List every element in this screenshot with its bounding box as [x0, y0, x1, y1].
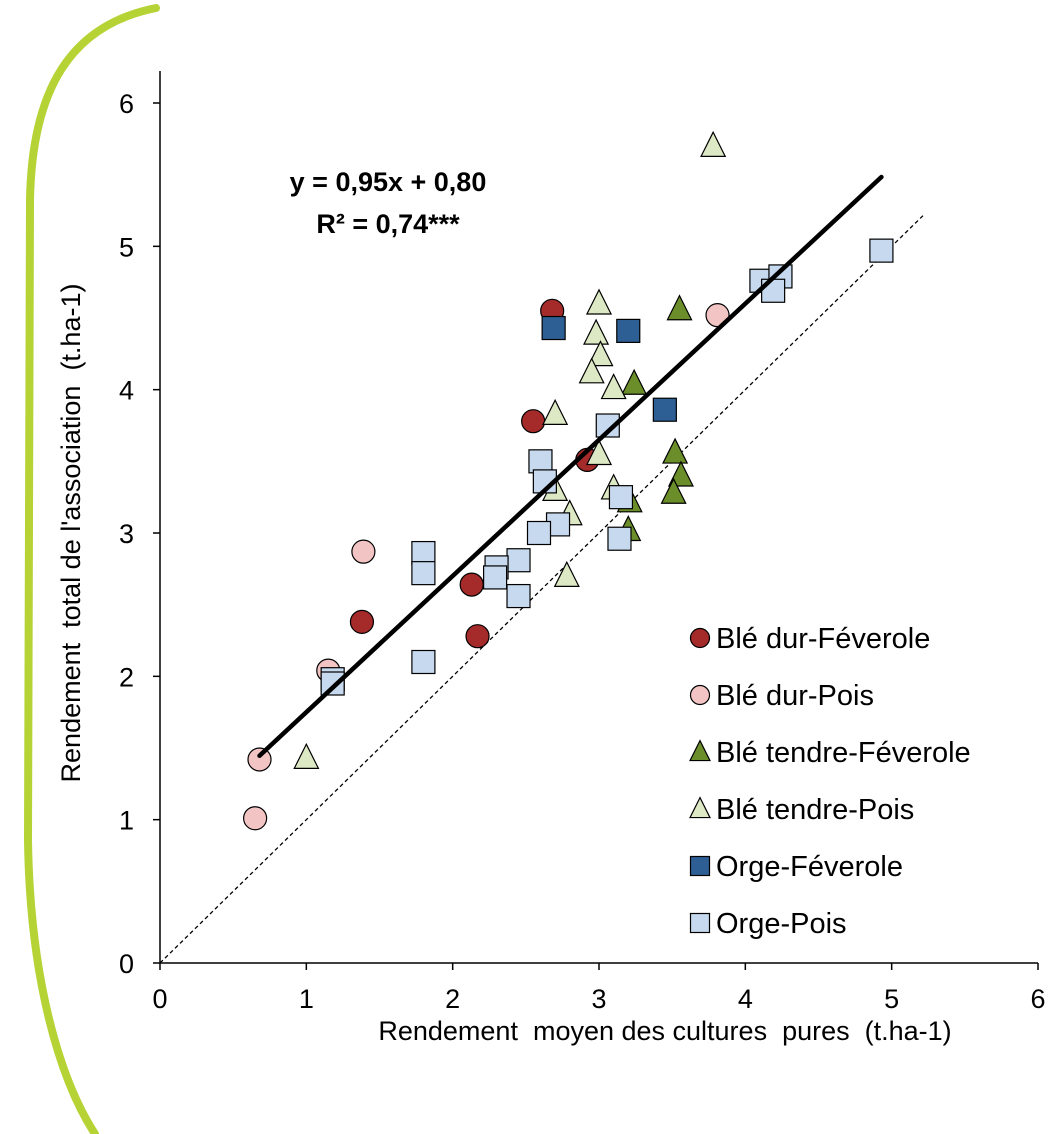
data-point: [542, 398, 569, 425]
y-tick-label: 3: [119, 519, 134, 549]
legend-marker: [689, 627, 711, 649]
data-point: [349, 609, 375, 634]
data-point: [652, 397, 677, 422]
data-point: [585, 439, 613, 466]
data-point: [411, 561, 436, 586]
data-point: [583, 318, 610, 345]
y-tick-label: 4: [119, 376, 134, 406]
x-tick-label: 3: [591, 984, 606, 1014]
equation-annotation: y = 0,95x + 0,80 R² = 0,74***: [290, 167, 487, 239]
legend-label: Blé dur-Pois: [716, 680, 874, 712]
data-point: [587, 340, 614, 367]
legend-label: Orge-Féverole: [716, 851, 903, 883]
identity-line: [159, 214, 925, 964]
legend-marker: [689, 796, 711, 819]
data-point: [521, 409, 546, 434]
data-point: [243, 806, 268, 831]
legend-item: Blé tendre-Féverole: [689, 737, 971, 769]
data-point: [578, 357, 605, 384]
x-tick-label: 6: [1030, 984, 1045, 1014]
x-tick-label: 5: [884, 984, 899, 1014]
data-point: [320, 671, 345, 696]
y-tick-label: 6: [119, 89, 134, 119]
y-tick-label: 2: [119, 662, 134, 692]
x-tick-label: 4: [738, 984, 753, 1014]
frame-border: [23, 4, 160, 1134]
data-point: [585, 288, 613, 315]
data-point: [660, 477, 687, 504]
data-point: [600, 373, 627, 400]
data-point: [595, 413, 620, 438]
data-point: [483, 565, 508, 590]
data-point: [506, 583, 531, 609]
data-point: [293, 742, 320, 769]
data-point: [662, 437, 689, 464]
y-axis-title: Rendement total de l'association (t.ha-1…: [56, 284, 86, 783]
legend-marker: [689, 855, 711, 877]
legend-item: Orge-Féverole: [689, 851, 903, 883]
data-point: [667, 460, 694, 487]
legend-item: Blé dur-Féverole: [689, 623, 930, 655]
data-point: [506, 548, 531, 573]
regression-line-group: [257, 174, 884, 758]
legend: Blé dur-Féverole Blé dur-Pois Blé tendre-F…: [689, 623, 971, 940]
data-point: [700, 130, 727, 157]
legend-marker: [689, 739, 711, 762]
identity-line-group: [159, 214, 925, 964]
x-tick-label: 2: [445, 984, 460, 1014]
legend-item: Blé tendre-Pois: [689, 794, 914, 826]
data-point: [607, 526, 632, 551]
regression-line: [257, 174, 884, 758]
data-point: [541, 315, 566, 341]
legend-label: Blé tendre-Pois: [716, 794, 914, 826]
data-point: [526, 520, 552, 546]
data-point: [465, 624, 490, 649]
x-tick-label: 1: [299, 984, 314, 1014]
legend-marker: [689, 912, 711, 934]
data-point: [247, 747, 272, 772]
series-4: [541, 315, 677, 422]
data-point: [869, 238, 894, 263]
x-tick-label: 0: [152, 984, 167, 1014]
legend-label: Blé tendre-Féverole: [716, 737, 971, 769]
equation-text: y = 0,95x + 0,80: [290, 167, 487, 197]
data-point: [351, 539, 376, 564]
data-point: [459, 572, 484, 597]
data-point: [666, 294, 693, 321]
data-point: [621, 368, 648, 395]
legend-label: Orge-Pois: [716, 908, 847, 940]
legend-item: Orge-Pois: [689, 908, 847, 940]
data-point: [553, 560, 580, 587]
legend-label: Blé dur-Féverole: [716, 623, 930, 655]
legend-marker: [689, 684, 711, 706]
r-squared-text: R² = 0,74***: [316, 209, 460, 239]
axes: 0 1 2 3 4 5 6 0 1 2 3 4 5 6: [119, 71, 1046, 1014]
y-tick-label: 5: [119, 232, 134, 262]
y-tick-label: 1: [119, 806, 134, 836]
data-point: [608, 485, 634, 510]
data-point: [411, 649, 436, 675]
data-point: [616, 318, 641, 343]
x-axis-title: Rendement moyen des cultures pures (t.ha…: [378, 1016, 951, 1046]
legend-item: Blé dur-Pois: [689, 680, 874, 712]
data-points: [243, 130, 894, 831]
y-tick-label: 0: [119, 949, 134, 979]
